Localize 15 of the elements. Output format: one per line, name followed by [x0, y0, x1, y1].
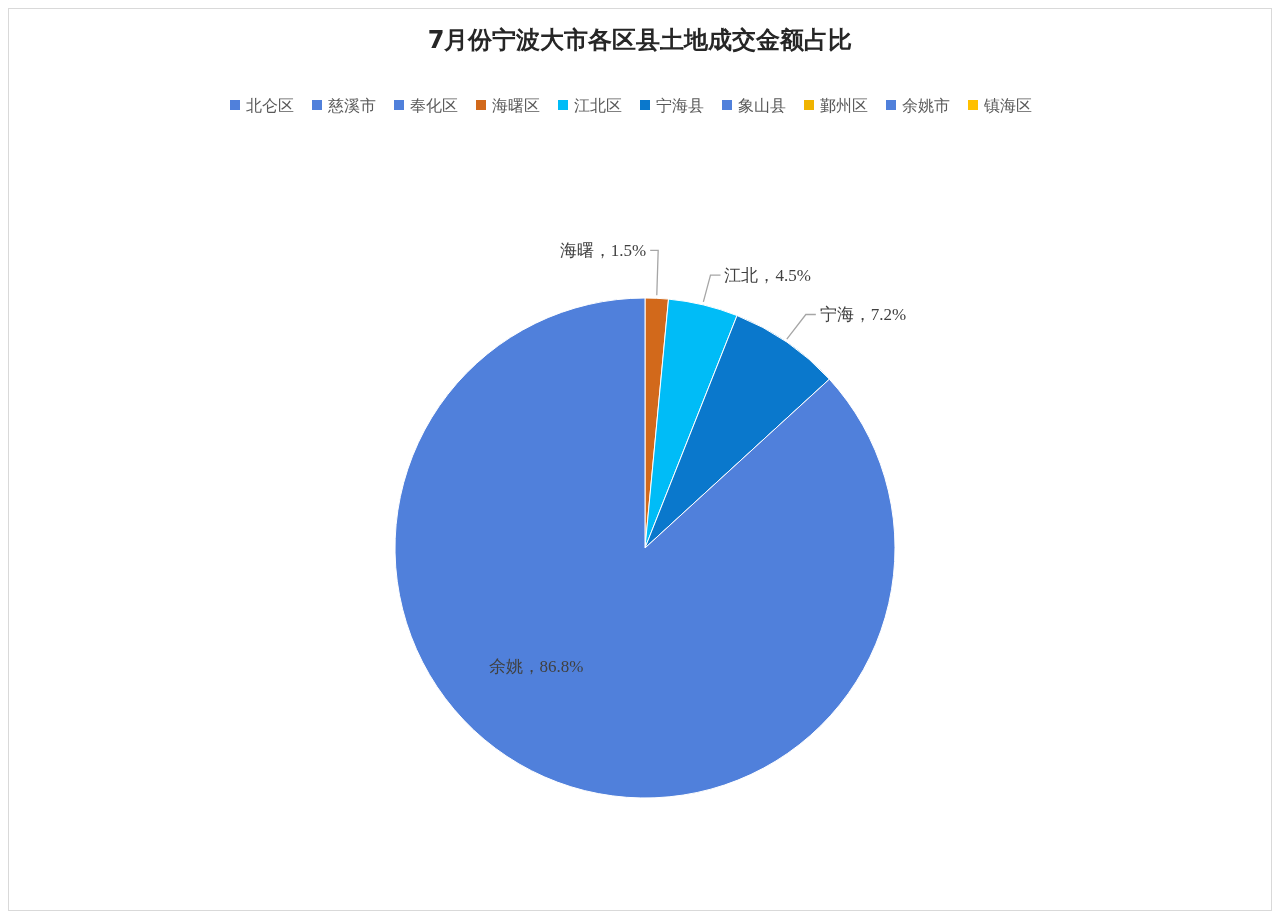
legend-label: 北仑区: [246, 95, 294, 115]
legend-label: 海曙区: [492, 95, 540, 115]
legend-label: 象山县: [738, 95, 786, 115]
legend-label: 江北区: [574, 95, 622, 115]
legend-label: 奉化区: [410, 95, 458, 115]
legend-label: 镇海区: [983, 95, 1032, 115]
chart-title: 7月份宁波大市各区县土地成交金额占比: [427, 26, 853, 54]
legend-label: 慈溪市: [327, 95, 376, 115]
data-label: 江北，4.5%: [724, 265, 811, 285]
legend-label: 余姚市: [902, 95, 950, 115]
data-label: 海曙，1.5%: [559, 240, 647, 260]
legend-label: 鄞州区: [820, 95, 868, 115]
data-label: 余姚，86.8%: [488, 656, 584, 676]
legend-label: 宁海县: [656, 95, 704, 115]
data-label: 宁海，7.2%: [819, 305, 907, 324]
